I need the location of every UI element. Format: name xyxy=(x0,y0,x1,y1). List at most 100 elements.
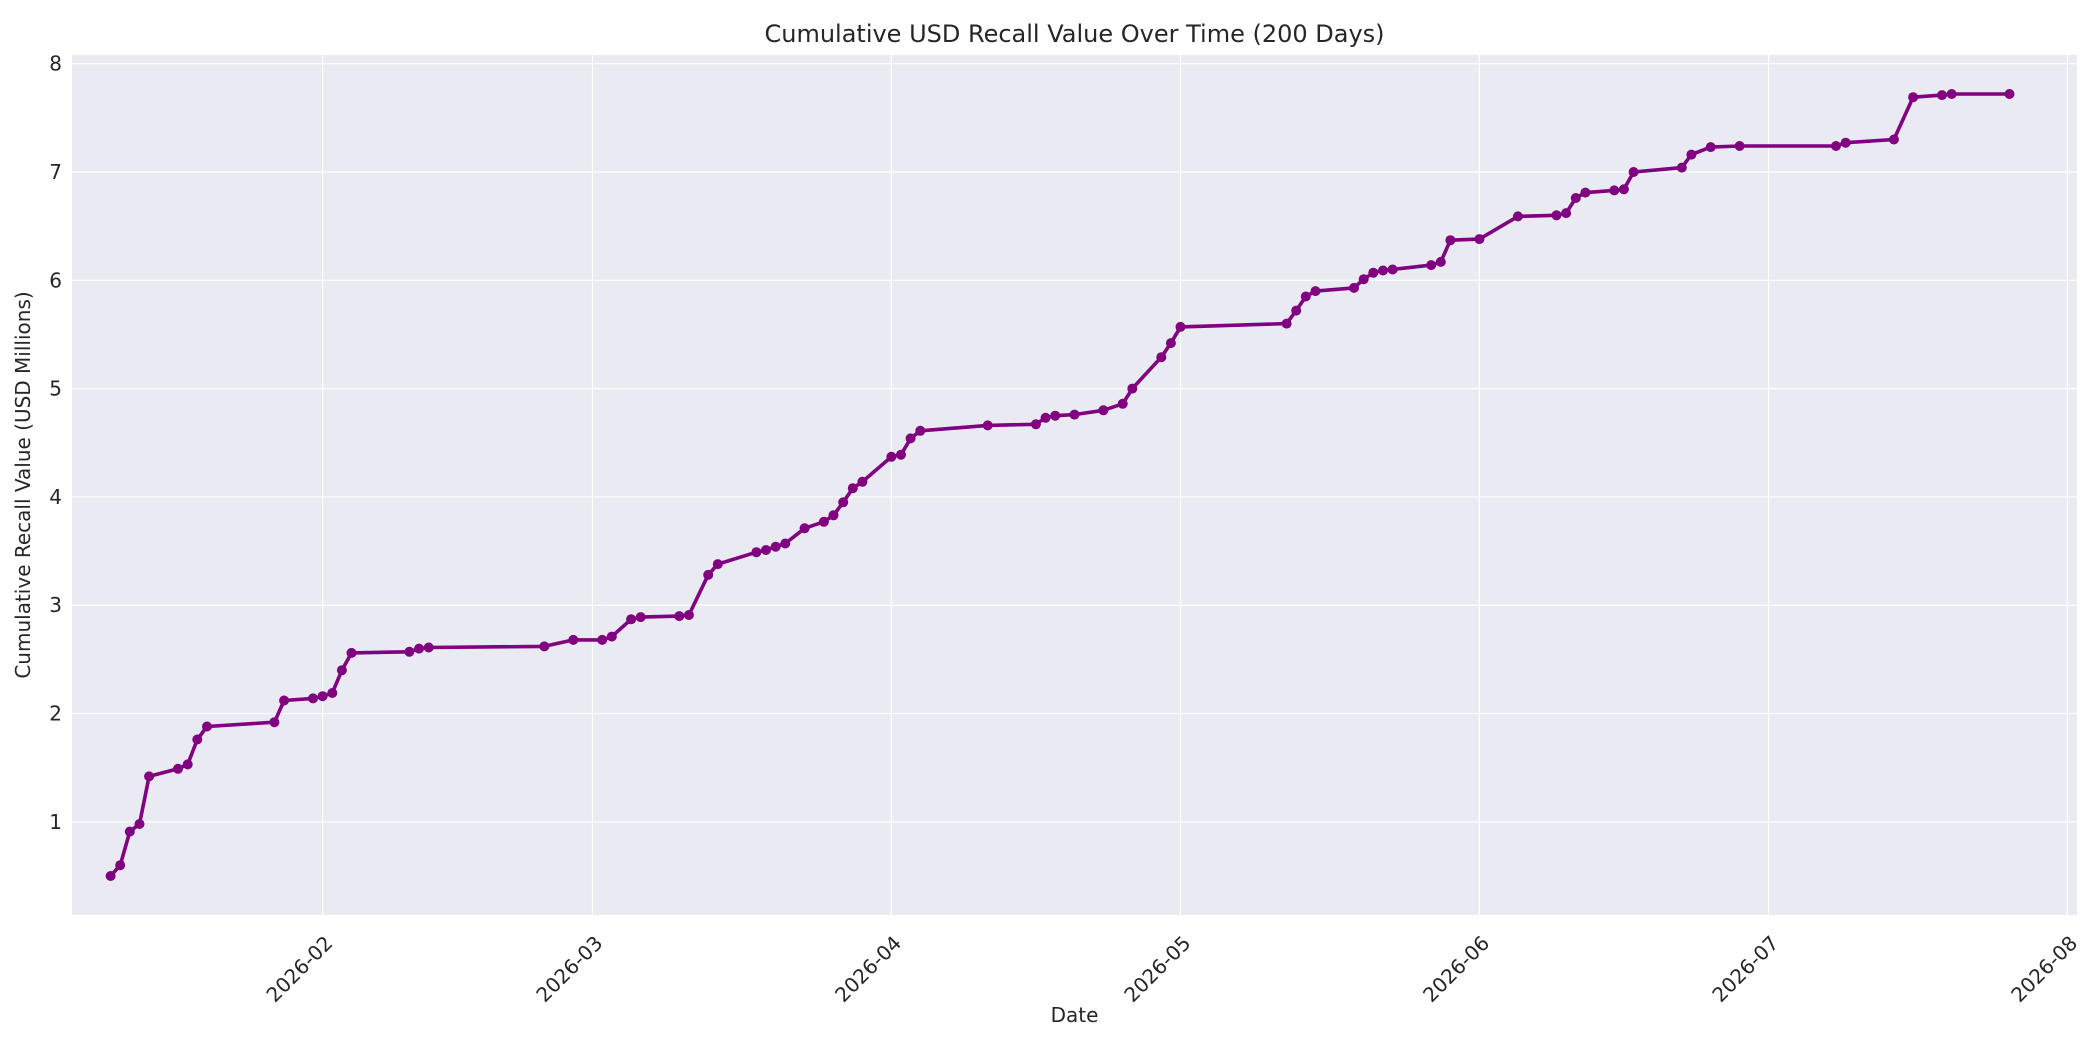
data-point xyxy=(1445,235,1456,246)
data-point xyxy=(1069,409,1080,420)
data-point xyxy=(308,693,318,704)
y-tick-label: 6 xyxy=(49,268,62,292)
data-point xyxy=(703,569,714,580)
y-axis-label: Cumulative Recall Value (USD Millions) xyxy=(11,291,35,678)
x-tick-label: 2026-07 xyxy=(1707,931,1783,1007)
data-point xyxy=(539,641,550,652)
data-point xyxy=(317,691,328,702)
data-point xyxy=(182,759,193,770)
y-tick-label: 2 xyxy=(49,702,62,726)
data-point xyxy=(1175,321,1186,332)
x-tick-label: 2026-04 xyxy=(830,931,906,1007)
x-axis-label: Date xyxy=(1051,1003,1099,1027)
data-point xyxy=(134,819,145,829)
data-point xyxy=(568,634,579,645)
data-point xyxy=(2004,89,2015,99)
data-point xyxy=(327,688,338,698)
data-point xyxy=(346,647,357,658)
data-point xyxy=(1030,419,1041,430)
data-point xyxy=(115,860,126,871)
data-point xyxy=(269,717,280,728)
data-point xyxy=(279,695,290,706)
data-point xyxy=(1512,211,1523,222)
data-point xyxy=(683,610,694,620)
data-point xyxy=(799,523,810,534)
data-point xyxy=(1474,234,1485,245)
y-tick-label: 1 xyxy=(49,810,62,834)
x-tick-label: 2026-05 xyxy=(1119,931,1195,1007)
data-point xyxy=(770,541,781,552)
data-point xyxy=(982,420,993,431)
data-point xyxy=(857,476,868,487)
data-point xyxy=(173,763,183,774)
y-tick-label: 5 xyxy=(49,377,62,401)
data-point xyxy=(202,721,212,732)
data-point xyxy=(905,433,916,444)
data-point xyxy=(674,611,685,622)
data-point xyxy=(606,631,617,642)
data-point xyxy=(1387,264,1398,275)
data-point xyxy=(1281,318,1292,329)
x-tick-label: 2026-02 xyxy=(261,931,337,1007)
data-point xyxy=(1888,134,1899,145)
data-point xyxy=(414,643,424,654)
data-point xyxy=(423,642,434,653)
y-tick-label: 7 xyxy=(49,160,62,184)
data-point xyxy=(751,547,762,558)
data-point xyxy=(780,538,791,549)
data-point xyxy=(144,771,155,782)
x-tick-label: 2026-03 xyxy=(531,931,607,1007)
data-point xyxy=(1686,149,1697,160)
data-point xyxy=(1358,274,1369,285)
data-point xyxy=(896,449,906,460)
data-point xyxy=(1426,260,1437,271)
data-point xyxy=(626,614,637,625)
data-point xyxy=(838,497,849,508)
data-point xyxy=(1349,282,1359,293)
data-point xyxy=(597,634,608,645)
data-point xyxy=(1840,137,1851,148)
data-point xyxy=(1050,410,1061,421)
grid-layer xyxy=(72,55,2077,915)
data-point xyxy=(1127,383,1138,394)
data-point xyxy=(124,826,135,837)
data-point xyxy=(336,665,347,676)
data-point xyxy=(1946,89,1957,99)
data-point xyxy=(818,516,829,527)
data-point xyxy=(1831,141,1841,151)
data-point xyxy=(1580,187,1591,198)
data-point xyxy=(1300,291,1311,302)
data-point xyxy=(1908,92,1919,103)
data-point xyxy=(1937,90,1947,101)
data-point xyxy=(1098,405,1109,416)
data-point xyxy=(1368,267,1379,278)
data-point xyxy=(1705,142,1716,153)
data-point xyxy=(404,646,415,657)
data-point xyxy=(1628,167,1639,177)
x-tick-label: 2026-06 xyxy=(1418,931,1494,1007)
data-point xyxy=(192,734,203,745)
data-point xyxy=(847,483,858,494)
data-point xyxy=(1435,256,1446,267)
y-tick-label: 8 xyxy=(49,52,62,76)
series-layer xyxy=(105,89,2015,881)
data-point xyxy=(105,871,116,881)
data-point xyxy=(1676,162,1687,173)
y-tick-label: 3 xyxy=(49,593,62,617)
data-point xyxy=(1117,398,1128,409)
data-point xyxy=(886,451,897,462)
data-point xyxy=(635,612,646,623)
data-point xyxy=(1609,185,1620,196)
data-point xyxy=(1734,141,1745,151)
y-tick-label: 4 xyxy=(49,485,62,509)
data-point xyxy=(1291,305,1302,316)
data-point xyxy=(1551,210,1562,221)
data-point xyxy=(1040,412,1051,423)
data-point xyxy=(1561,208,1572,219)
data-point xyxy=(1165,338,1176,349)
data-point xyxy=(1618,184,1629,195)
plot-area xyxy=(72,55,2077,915)
data-point xyxy=(1378,265,1388,276)
